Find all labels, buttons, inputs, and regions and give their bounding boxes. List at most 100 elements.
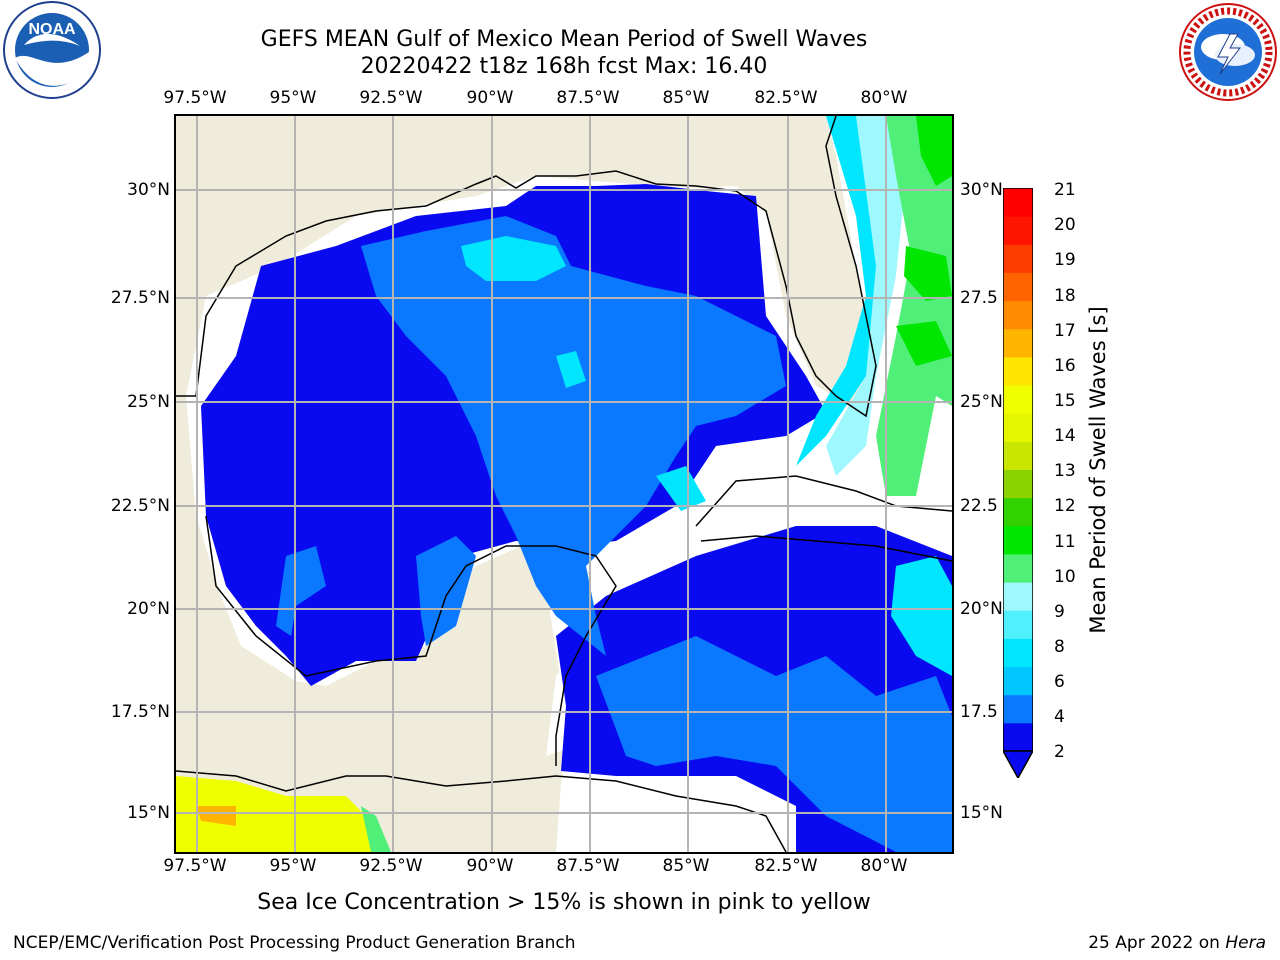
lat-label-right: 30°N xyxy=(960,180,1003,200)
lat-label-left: 25°N xyxy=(127,392,170,412)
colorbar-bin xyxy=(1003,694,1033,724)
colorbar-tick: 10 xyxy=(1054,567,1076,587)
lon-label-top: 90°W xyxy=(466,88,514,108)
swell-6-8s-b xyxy=(556,351,586,388)
lon-label-bottom: 92.5°W xyxy=(359,856,423,876)
colorbar xyxy=(1003,188,1033,778)
colorbar-bin xyxy=(1003,188,1033,217)
colorbar-bin xyxy=(1003,300,1033,330)
lon-label-bottom: 95°W xyxy=(269,856,317,876)
coastline-cuba-south xyxy=(700,535,952,562)
swell-10-11s-c xyxy=(896,321,952,366)
colorbar-tick: 4 xyxy=(1054,707,1065,727)
colorbar-bin xyxy=(1003,525,1033,555)
swell-6-8s-c xyxy=(656,466,706,511)
lon-label-bottom: 97.5°W xyxy=(163,856,227,876)
colorbar-tick: 21 xyxy=(1054,180,1076,200)
lon-label-top: 95°W xyxy=(269,88,317,108)
colorbar-tick: 17 xyxy=(1054,321,1076,341)
colorbar-bin xyxy=(1003,441,1033,470)
lon-label-bottom: 87.5°W xyxy=(556,856,620,876)
lat-label-right: 27.5 xyxy=(960,288,998,308)
colorbar-bin xyxy=(1003,244,1033,273)
lat-label-left: 17.5°N xyxy=(110,702,170,722)
colorbar-extend-arrow xyxy=(1003,750,1033,778)
colorbar-bin xyxy=(1003,722,1033,752)
swell-6-8s-carib xyxy=(891,556,952,676)
lat-label-left: 15°N xyxy=(127,803,170,823)
colorbar-bin xyxy=(1003,216,1033,245)
lon-label-top: 97.5°W xyxy=(163,88,227,108)
swell-orange xyxy=(196,806,236,826)
lon-label-bottom: 85°W xyxy=(662,856,710,876)
chart-title: GEFS MEAN Gulf of Mexico Mean Period of … xyxy=(260,27,868,52)
swell-4-6s-carib xyxy=(596,636,952,852)
colorbar-tick: 9 xyxy=(1054,602,1065,622)
colorbar-tick: 2 xyxy=(1054,742,1065,762)
colorbar-bin xyxy=(1003,666,1033,696)
swell-10-11s-b xyxy=(904,246,952,301)
colorbar-tick: 6 xyxy=(1054,672,1065,692)
lon-label-top: 87.5°W xyxy=(556,88,620,108)
lon-label-bottom: 82.5°W xyxy=(754,856,818,876)
lat-label-right: 17.5 xyxy=(960,702,998,722)
colorbar-title: Mean Period of Swell Waves [s] xyxy=(1086,306,1110,634)
lat-label-left: 22.5°N xyxy=(110,496,170,516)
colorbar-bin xyxy=(1003,385,1033,414)
colorbar-tick: 13 xyxy=(1054,461,1076,481)
colorbar-tick: 15 xyxy=(1054,391,1076,411)
coastline-central-america xyxy=(176,770,787,852)
colorbar-bin xyxy=(1003,582,1033,611)
colorbar-bin xyxy=(1003,610,1033,639)
colorbar-tick: 14 xyxy=(1054,426,1076,446)
graticule xyxy=(176,116,952,852)
colorbar-bins xyxy=(1003,188,1033,752)
lon-label-top: 92.5°W xyxy=(359,88,423,108)
lon-label-bottom: 80°W xyxy=(860,856,908,876)
colorbar-bin xyxy=(1003,497,1033,527)
lat-label-right: 15°N xyxy=(960,803,1003,823)
swell-4-6s-west xyxy=(276,546,326,636)
map-panel xyxy=(174,114,954,854)
colorbar-tick: 11 xyxy=(1054,532,1076,552)
noaa-logo: NOAA xyxy=(3,1,101,99)
footer-host: Hera xyxy=(1225,933,1266,953)
swell-period-map xyxy=(176,116,952,852)
coastline-yucatan xyxy=(205,515,617,766)
lon-label-top: 85°W xyxy=(662,88,710,108)
colorbar-tick: 19 xyxy=(1054,250,1076,270)
lon-label-top: 82.5°W xyxy=(754,88,818,108)
colorbar-tick: 12 xyxy=(1054,496,1076,516)
swell-4-6s-south xyxy=(416,536,476,646)
swell-10-11s xyxy=(916,116,952,186)
colorbar-bin xyxy=(1003,272,1033,302)
lat-label-left: 30°N xyxy=(127,180,170,200)
svg-text:NOAA: NOAA xyxy=(28,21,76,38)
footer-credit: NCEP/EMC/Verification Post Processing Pr… xyxy=(13,933,576,953)
swell-green-sw xyxy=(361,806,391,852)
colorbar-bin xyxy=(1003,553,1033,583)
lon-label-top: 80°W xyxy=(860,88,908,108)
footer-date-text: 25 Apr 2022 on xyxy=(1088,933,1220,953)
colorbar-bin xyxy=(1003,469,1033,499)
lat-label-left: 27.5°N xyxy=(110,288,170,308)
colorbar-tick: 20 xyxy=(1054,215,1076,235)
colorbar-bin xyxy=(1003,328,1033,358)
nws-logo xyxy=(1179,3,1277,101)
lat-label-right: 22.5 xyxy=(960,496,998,516)
coastline-gulf xyxy=(176,116,877,418)
swell-4-6s xyxy=(361,216,786,656)
chart-subtitle: 20220422 t18z 168h fcst Max: 16.40 xyxy=(360,54,768,79)
swell-6-8s xyxy=(461,236,566,281)
lat-label-right: 20°N xyxy=(960,599,1003,619)
lat-label-right: 25°N xyxy=(960,392,1003,412)
colorbar-bin xyxy=(1003,356,1033,386)
lon-label-bottom: 90°W xyxy=(466,856,514,876)
colorbar-tick: 8 xyxy=(1054,637,1065,657)
colorbar-tick: 18 xyxy=(1054,286,1076,306)
sea-ice-note: Sea Ice Concentration > 15% is shown in … xyxy=(257,890,871,915)
lat-label-left: 20°N xyxy=(127,599,170,619)
colorbar-tick: 16 xyxy=(1054,356,1076,376)
colorbar-bin xyxy=(1003,413,1033,442)
footer-date: 25 Apr 2022 on Hera xyxy=(1088,933,1266,953)
